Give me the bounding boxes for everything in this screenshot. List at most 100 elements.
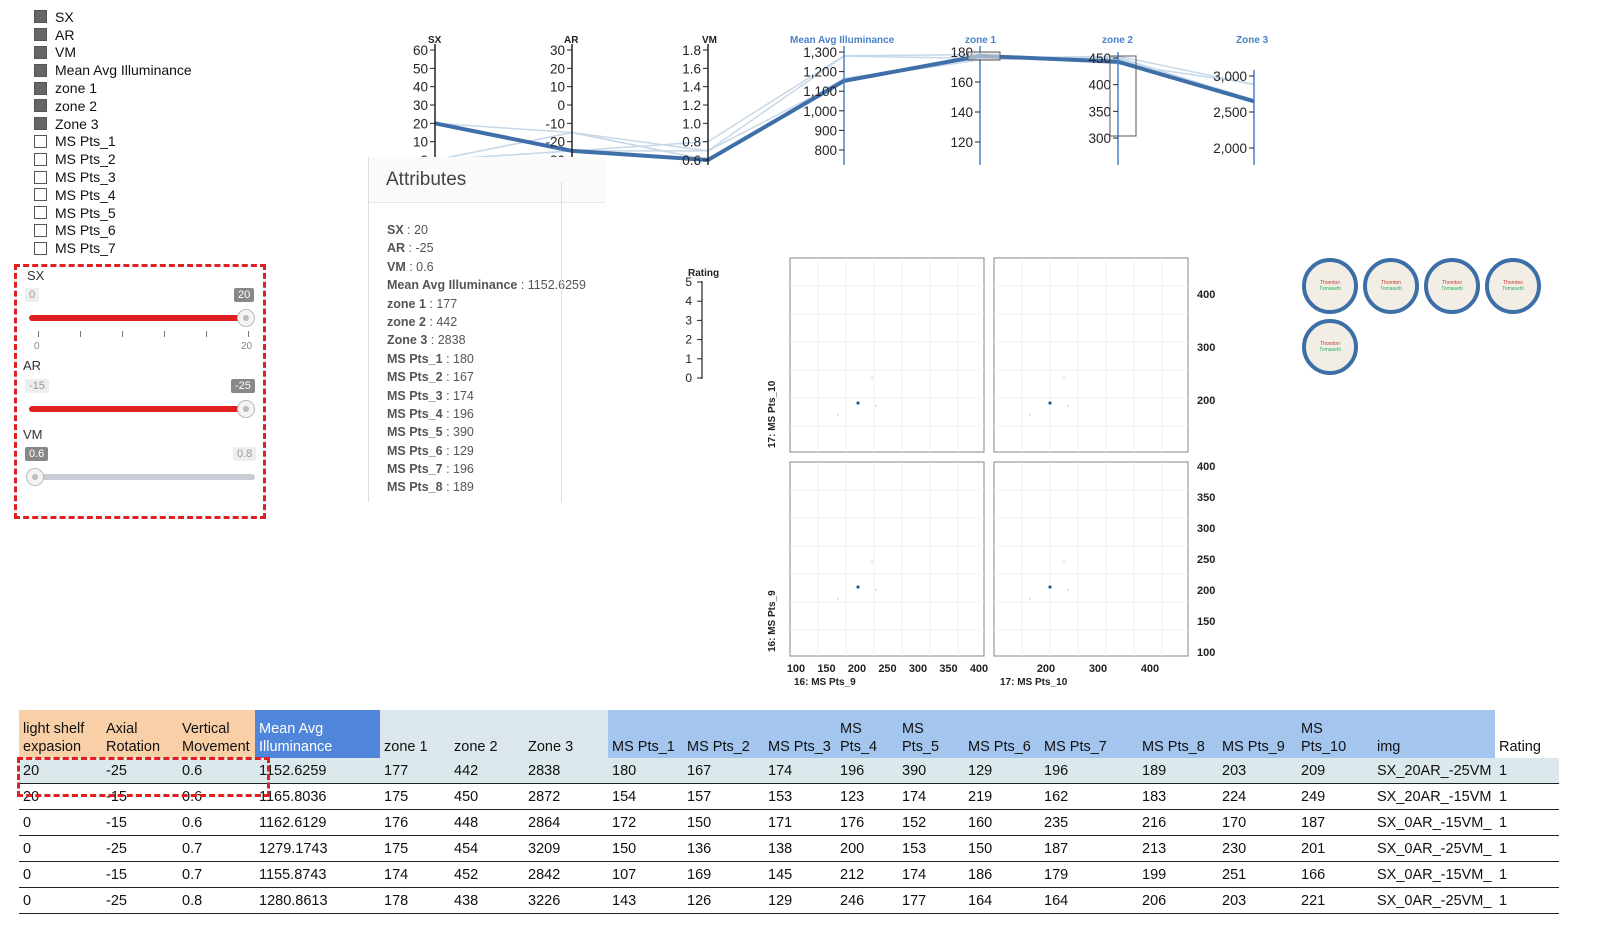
checkbox[interactable] xyxy=(34,63,47,77)
column-header[interactable]: zone 2 xyxy=(450,710,524,758)
ar-slider-track[interactable] xyxy=(29,406,255,412)
checkbox[interactable] xyxy=(34,134,47,148)
attribute-checkbox-row[interactable]: MS Pts_6 xyxy=(34,222,274,240)
zone2-brush[interactable] xyxy=(1109,55,1137,137)
scatter-cell[interactable] xyxy=(993,461,1189,657)
table-cell: 170 xyxy=(1218,809,1297,836)
attribute-checkbox-row[interactable]: Zone 3 xyxy=(34,115,274,133)
column-header[interactable]: Mean Avg Illuminance xyxy=(255,710,380,758)
attribute-checkbox-row[interactable]: MS Pts_5 xyxy=(34,204,274,222)
scatter-point[interactable] xyxy=(1048,585,1052,589)
checkbox[interactable] xyxy=(34,241,47,255)
column-header[interactable]: MS Pts_2 xyxy=(683,710,764,758)
attribute-checkbox-row[interactable]: AR xyxy=(34,26,274,44)
scatter-cell[interactable] xyxy=(993,257,1189,453)
attribute-checkbox-row[interactable]: MS Pts_2 xyxy=(34,150,274,168)
column-header[interactable]: MS Pts_7 xyxy=(1040,710,1138,758)
pc-tick-label: 1.0 xyxy=(682,116,701,131)
table-row[interactable]: 20 -15 0.6 1165.8036 175 450 2872 154 157 153 123 1… xyxy=(19,783,1559,810)
zone1-brush[interactable] xyxy=(967,51,1001,61)
attribute-checkbox-row[interactable]: MS Pts_7 xyxy=(34,239,274,257)
attribute-checkbox-row[interactable]: MS Pts_3 xyxy=(34,168,274,186)
column-header[interactable]: MS Pts_6 xyxy=(964,710,1040,758)
column-header[interactable]: Zone 3 xyxy=(524,710,608,758)
checkbox[interactable] xyxy=(34,152,47,166)
scatter-point xyxy=(1029,414,1031,416)
table-cell: 3226 xyxy=(524,887,608,914)
column-header[interactable]: MS Pts_10 xyxy=(1297,710,1373,758)
column-header[interactable]: zone 1 xyxy=(380,710,450,758)
design-thumbnail[interactable]: Thornton Tomasetti xyxy=(1302,319,1358,375)
attribute-value: 174 xyxy=(453,388,474,403)
column-header[interactable]: Rating xyxy=(1495,710,1559,758)
checkbox-label: MS Pts_4 xyxy=(55,186,116,203)
column-header[interactable]: img xyxy=(1373,710,1495,758)
column-header[interactable]: MS Pts_9 xyxy=(1218,710,1297,758)
checkbox-label: MS Pts_6 xyxy=(55,222,116,239)
attribute-checkbox-row[interactable]: MS Pts_4 xyxy=(34,186,274,204)
checkbox[interactable] xyxy=(34,45,47,59)
checkbox[interactable] xyxy=(34,206,47,220)
table-row[interactable]: 0 -15 0.6 1162.6129 176 448 2864 172 150 171 176 15… xyxy=(19,809,1559,836)
column-header[interactable]: MS Pts_5 xyxy=(898,710,964,758)
column-header[interactable]: MS Pts_4 xyxy=(836,710,898,758)
scatter-point[interactable] xyxy=(1048,401,1052,405)
design-thumbnail[interactable]: Thornton Tomasetti xyxy=(1302,258,1358,314)
table-cell: 160 xyxy=(964,809,1040,836)
scatter-cell[interactable] xyxy=(789,461,985,657)
vm-slider-handle[interactable] xyxy=(26,468,44,486)
attribute-checkbox-row[interactable]: zone 1 xyxy=(34,79,274,97)
scatter-x-label-left: 16: MS Pts_9 xyxy=(794,677,856,688)
table-row[interactable]: 20 -25 0.6 1152.6259 177 442 2838 180 167 174 196 3… xyxy=(19,758,1559,784)
attribute-checkbox-row[interactable]: VM xyxy=(34,44,274,62)
attribute-checkbox-row[interactable]: zone 2 xyxy=(34,97,274,115)
column-header[interactable]: MS Pts_8 xyxy=(1138,710,1218,758)
attribute-checkbox-row[interactable]: SX xyxy=(34,8,274,26)
parallel-coordinates-chart[interactable]: SX6050403020100AR3020100-10-20-30VM1.81.… xyxy=(380,30,1270,165)
sx-slider-handle[interactable] xyxy=(237,309,255,327)
scatter-x-tick-label: 400 xyxy=(1141,663,1159,675)
pc-tick-label: 0.6 xyxy=(682,153,701,165)
design-thumbnail[interactable]: Thornton Tomasetti xyxy=(1485,258,1541,314)
scatter-y-tick-label: 100 xyxy=(1197,647,1215,659)
column-header[interactable]: MS Pts_1 xyxy=(608,710,683,758)
checkbox[interactable] xyxy=(34,28,47,42)
checkbox[interactable] xyxy=(34,117,47,131)
checkbox[interactable] xyxy=(34,170,47,184)
table-row[interactable]: 0 -25 0.8 1280.8613 178 438 3226 143 126 129 246 17… xyxy=(19,887,1559,914)
attribute-row: MS Pts_1 : 180 xyxy=(387,352,605,370)
scatter-point[interactable] xyxy=(856,401,860,405)
attribute-key: Mean Avg Illuminance xyxy=(387,278,518,293)
sx-tick xyxy=(80,331,81,337)
checkbox[interactable] xyxy=(34,188,47,202)
scatter-point[interactable] xyxy=(856,585,860,589)
ar-slider-handle[interactable] xyxy=(237,400,255,418)
attribute-checkbox-row[interactable]: MS Pts_1 xyxy=(34,133,274,151)
design-thumbnail[interactable]: Thornton Tomasetti xyxy=(1424,258,1480,314)
checkbox[interactable] xyxy=(34,223,47,237)
column-header[interactable]: Vertical Movement xyxy=(178,710,255,758)
table-row[interactable]: 0 -15 0.7 1155.8743 174 452 2842 107 169 145 212 17… xyxy=(19,861,1559,888)
design-thumbnail[interactable]: Thornton Tomasetti xyxy=(1363,258,1419,314)
vm-slider-track[interactable] xyxy=(29,474,255,480)
checkbox[interactable] xyxy=(34,10,47,24)
column-header[interactable]: MS Pts_3 xyxy=(764,710,836,758)
sx-slider-track[interactable] xyxy=(29,315,255,321)
scatter-point xyxy=(1067,405,1069,407)
scatter-cell-frame xyxy=(993,461,1189,657)
checkbox[interactable] xyxy=(34,81,47,95)
column-header[interactable]: Axial Rotation xyxy=(102,710,178,758)
column-header[interactable]: light shelf expasion xyxy=(19,710,102,758)
attribute-checkbox-row[interactable]: Mean Avg Illuminance xyxy=(34,61,274,79)
attribute-checkbox-row[interactable]: MS Pts_8 xyxy=(34,257,274,260)
table-cell: 107 xyxy=(608,861,683,888)
table-row[interactable]: 0 -25 0.7 1279.1743 175 454 3209 150 136 138 200 15… xyxy=(19,835,1559,862)
scatter-cell[interactable] xyxy=(789,257,985,453)
pc-tick-label: 1.6 xyxy=(682,61,701,76)
pc-tick-label: 1.8 xyxy=(682,43,701,58)
checkbox[interactable] xyxy=(34,99,47,113)
pc-axis-title: SX xyxy=(428,35,442,46)
table-cell: 153 xyxy=(764,783,836,810)
scatter-matrix[interactable]: 17: MS Pts_10 16: MS Pts_9 400 300 200 400 350… xyxy=(760,250,1230,690)
